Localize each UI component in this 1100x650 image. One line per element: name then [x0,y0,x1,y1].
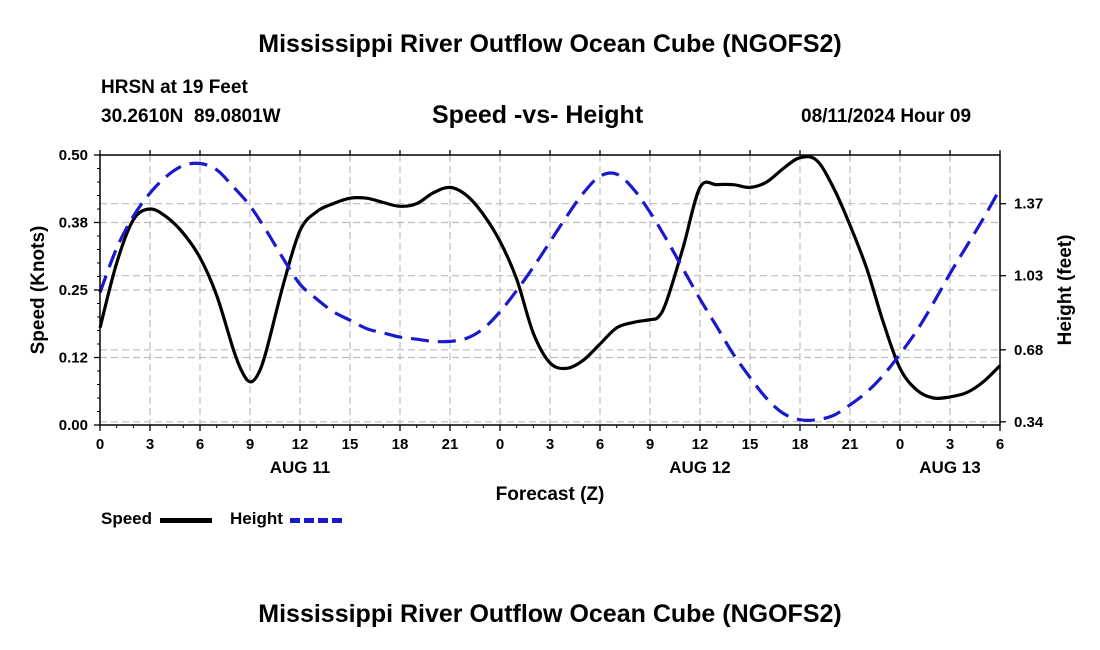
x-axis-title: Forecast (Z) [496,484,605,505]
station-label: HRSN at 19 Feet [101,77,248,98]
series-layer [98,155,1002,422]
x-tick-label: 15 [742,436,759,453]
y-tick-label: 0.00 [59,417,88,434]
tick-layer [94,150,1006,431]
x-tick-label: 0 [896,436,904,453]
y2-tick-label: 1.37 [1014,196,1043,213]
x-tick-label: 3 [946,436,954,453]
chart-subtitle: Speed -vs- Height [432,101,644,129]
legend-speed-label: Speed [101,509,153,528]
series-height-line [98,161,1002,422]
x-tick-label: 9 [246,436,254,453]
date-label: AUG 12 [669,458,730,477]
legend-height-line [290,518,342,523]
legend-height-label: Height [230,509,283,528]
date-label: AUG 11 [270,458,330,477]
x-tick-label: 0 [96,436,104,453]
x-tick-label: 18 [792,436,809,453]
coordinates-label: 30.2610N 89.0801W [101,106,281,127]
y-axis-title: Speed (Knots) [28,226,49,355]
x-tick-label: 9 [646,436,654,453]
date-label: AUG 13 [919,458,980,477]
legend-speed-line [160,518,212,523]
y2-axis-title: Height (feet) [1055,235,1076,346]
y-tick-label: 0.38 [59,215,88,232]
x-tick-label: 18 [392,436,409,453]
y-tick-label: 0.12 [59,350,88,367]
x-tick-label: 21 [842,436,859,453]
chart-title: Mississippi River Outflow Ocean Cube (NG… [258,30,842,58]
y-tick-label: 0.50 [59,147,88,164]
x-tick-label: 6 [596,436,604,453]
y-tick-label: 0.25 [59,282,88,299]
x-tick-label: 0 [496,436,504,453]
x-tick-label: 3 [546,436,554,453]
x-tick-label: 12 [692,436,709,453]
x-tick-label: 21 [442,436,459,453]
x-tick-label: 12 [292,436,309,453]
x-tick-label: 15 [342,436,359,453]
x-tick-label: 6 [996,436,1004,453]
y2-tick-label: 0.68 [1014,342,1043,359]
grid-layer [100,155,1000,425]
footer-title: Mississippi River Outflow Ocean Cube (NG… [258,600,842,628]
series-speed-line [98,155,1002,401]
y2-tick-label: 0.34 [1014,414,1044,431]
y2-tick-label: 1.03 [1014,268,1043,285]
forecast-datetime: 08/11/2024 Hour 09 [801,106,972,127]
label-layer: 0 3 6 9 12 15 18 21 0 3 6 9 12 15 18 21 0 3 6 0.00 0.12 0.25 0… [59,147,1044,477]
x-tick-label: 6 [196,436,204,453]
x-tick-label: 3 [146,436,154,453]
